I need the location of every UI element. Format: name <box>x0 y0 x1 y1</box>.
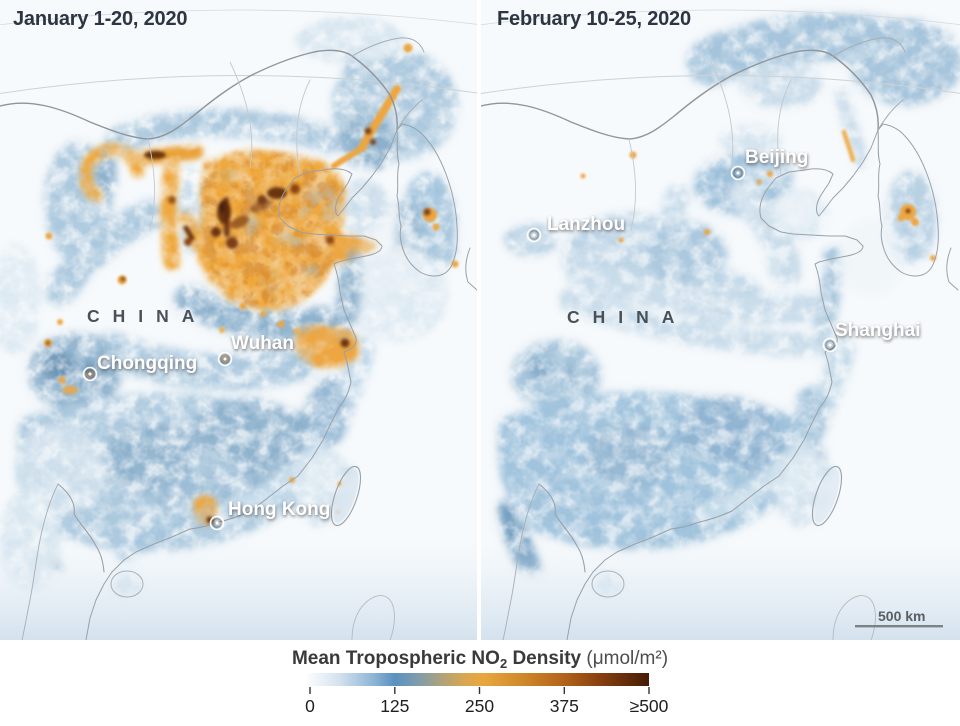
svg-text:Wuhan: Wuhan <box>231 333 294 354</box>
svg-text:125: 125 <box>380 696 409 716</box>
svg-text:Chongqing: Chongqing <box>98 355 198 376</box>
svg-text:Chongqing: Chongqing <box>97 353 197 374</box>
svg-text:250: 250 <box>465 696 494 716</box>
svg-text:February 10-25, 2020: February 10-25, 2020 <box>497 8 691 30</box>
svg-text:Hong Kong: Hong Kong <box>228 499 330 520</box>
svg-text:500 km: 500 km <box>878 608 925 624</box>
svg-text:January 1-20, 2020: January 1-20, 2020 <box>13 8 187 30</box>
svg-text:Wuhan: Wuhan <box>232 335 295 356</box>
svg-text:Lanzhou: Lanzhou <box>547 214 625 235</box>
svg-text:CHINA: CHINA <box>87 306 207 326</box>
svg-text:Hong Kong: Hong Kong <box>229 501 331 522</box>
svg-text:Mean Tropospheric NO2 Density: Mean Tropospheric NO2 Density (μmol/m²) <box>292 648 668 671</box>
svg-text:0: 0 <box>305 696 315 716</box>
svg-text:Shanghai: Shanghai <box>835 320 921 341</box>
svg-text:Shanghai: Shanghai <box>836 322 922 343</box>
svg-text:Lanzhou: Lanzhou <box>548 216 626 237</box>
svg-text:375: 375 <box>550 696 579 716</box>
svg-text:≥500: ≥500 <box>630 696 669 716</box>
svg-text:CHINA: CHINA <box>567 307 687 327</box>
svg-text:Beijing: Beijing <box>745 147 808 168</box>
svg-text:Beijing: Beijing <box>746 149 809 170</box>
